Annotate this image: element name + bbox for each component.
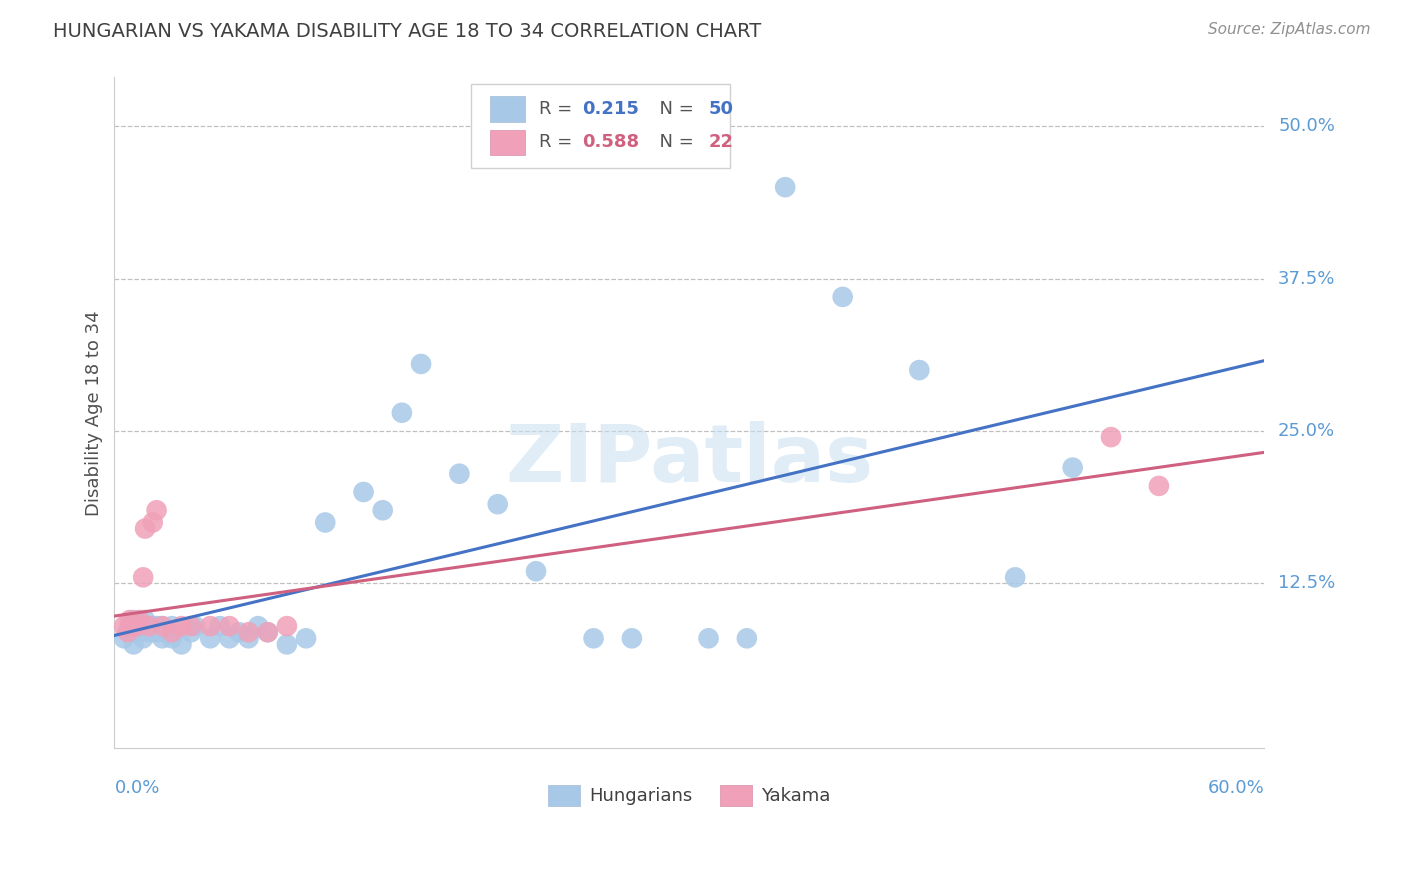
- Point: [180, 625, 202, 640]
- Point: [256, 625, 278, 640]
- Point: [134, 613, 156, 627]
- Point: [409, 357, 432, 371]
- Point: [908, 363, 931, 377]
- Point: [218, 619, 240, 633]
- Point: [276, 637, 298, 651]
- Point: [118, 613, 141, 627]
- Text: 37.5%: 37.5%: [1278, 269, 1336, 287]
- Point: [180, 619, 202, 633]
- Text: 25.0%: 25.0%: [1278, 422, 1336, 440]
- Point: [200, 619, 222, 633]
- Point: [1004, 570, 1026, 584]
- Point: [353, 485, 375, 500]
- Point: [486, 497, 509, 511]
- Point: [132, 619, 155, 633]
- Point: [1062, 460, 1084, 475]
- Point: [160, 619, 183, 633]
- Point: [276, 619, 298, 633]
- Text: 12.5%: 12.5%: [1278, 574, 1336, 592]
- Point: [170, 619, 193, 633]
- Point: [314, 516, 336, 530]
- Text: R =: R =: [538, 100, 578, 118]
- Point: [138, 625, 160, 640]
- Point: [160, 625, 183, 640]
- Point: [831, 290, 853, 304]
- Point: [1099, 430, 1122, 444]
- Point: [142, 516, 165, 530]
- Point: [127, 619, 149, 633]
- FancyBboxPatch shape: [471, 84, 730, 168]
- Point: [142, 625, 165, 640]
- Point: [122, 613, 145, 627]
- Point: [524, 564, 547, 578]
- FancyBboxPatch shape: [491, 96, 524, 121]
- Point: [127, 619, 149, 633]
- Point: [142, 619, 165, 633]
- Point: [160, 632, 183, 646]
- Text: N =: N =: [648, 134, 699, 152]
- Point: [773, 180, 796, 194]
- Point: [1147, 479, 1170, 493]
- Point: [138, 619, 160, 633]
- Point: [122, 637, 145, 651]
- Point: [145, 619, 167, 633]
- Point: [256, 625, 278, 640]
- Point: [582, 632, 605, 646]
- Text: N =: N =: [648, 100, 699, 118]
- Point: [150, 619, 173, 633]
- Text: 0.588: 0.588: [582, 134, 640, 152]
- Text: 0.215: 0.215: [582, 100, 640, 118]
- Point: [170, 637, 193, 651]
- Point: [118, 619, 141, 633]
- Point: [138, 619, 160, 633]
- Point: [112, 632, 135, 646]
- Point: [238, 625, 260, 640]
- Legend: Hungarians, Yakama: Hungarians, Yakama: [541, 778, 838, 813]
- Point: [391, 406, 413, 420]
- Point: [112, 619, 135, 633]
- Point: [184, 619, 207, 633]
- Point: [150, 632, 173, 646]
- Text: 22: 22: [709, 134, 734, 152]
- Point: [128, 625, 150, 640]
- Point: [371, 503, 394, 517]
- Point: [128, 613, 150, 627]
- Point: [697, 632, 720, 646]
- Point: [134, 522, 156, 536]
- Point: [132, 570, 155, 584]
- Point: [228, 625, 250, 640]
- Point: [247, 619, 270, 633]
- Point: [132, 632, 155, 646]
- Point: [620, 632, 643, 646]
- Point: [295, 632, 318, 646]
- Point: [122, 619, 145, 633]
- Y-axis label: Disability Age 18 to 34: Disability Age 18 to 34: [86, 310, 103, 516]
- Point: [200, 632, 222, 646]
- Point: [150, 619, 173, 633]
- Point: [117, 625, 139, 640]
- Text: HUNGARIAN VS YAKAMA DISABILITY AGE 18 TO 34 CORRELATION CHART: HUNGARIAN VS YAKAMA DISABILITY AGE 18 TO…: [53, 22, 762, 41]
- Point: [218, 632, 240, 646]
- Point: [449, 467, 471, 481]
- FancyBboxPatch shape: [491, 129, 524, 155]
- Point: [157, 625, 180, 640]
- Point: [122, 625, 145, 640]
- Text: 50.0%: 50.0%: [1278, 117, 1334, 136]
- Text: 50: 50: [709, 100, 734, 118]
- Point: [145, 503, 167, 517]
- Point: [208, 619, 231, 633]
- Point: [148, 625, 170, 640]
- Point: [238, 632, 260, 646]
- Point: [735, 632, 758, 646]
- Text: R =: R =: [538, 134, 578, 152]
- Text: ZIPatlas: ZIPatlas: [505, 421, 873, 499]
- Text: 0.0%: 0.0%: [114, 779, 160, 797]
- Text: Source: ZipAtlas.com: Source: ZipAtlas.com: [1208, 22, 1371, 37]
- Text: 60.0%: 60.0%: [1208, 779, 1264, 797]
